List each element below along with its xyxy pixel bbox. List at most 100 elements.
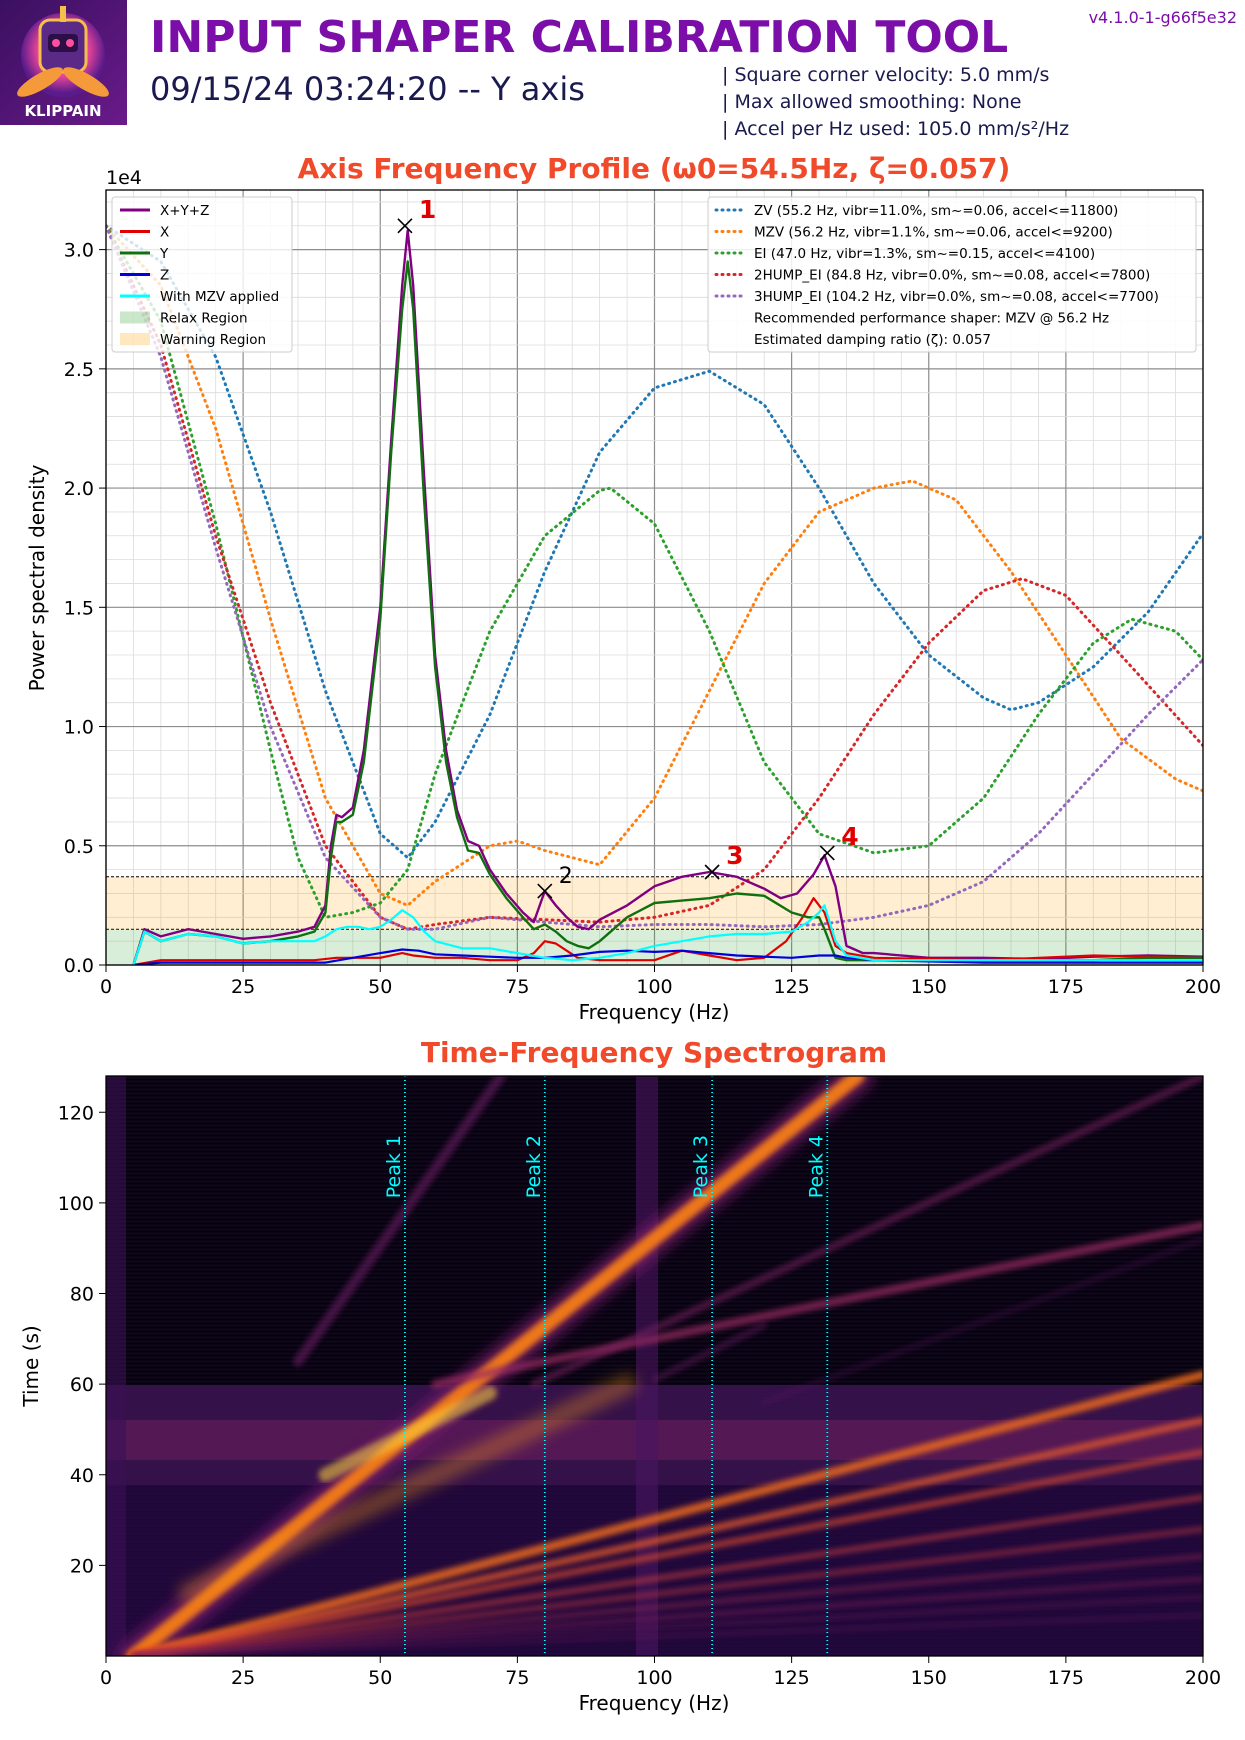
harmonic-upper-4 [651, 1322, 768, 1383]
legend-swatch [120, 311, 150, 324]
param-scv: | Square corner velocity: 5.0 mm/s [722, 64, 1050, 86]
shaper-curves [106, 224, 1203, 931]
peak-marker [397, 218, 413, 234]
harmonic-5 [130, 1494, 1203, 1656]
peak-marker [704, 864, 720, 880]
x-tick-label: 0 [100, 976, 112, 998]
y-tick-label: 3.0 [64, 240, 94, 262]
y-tick-label: 2.0 [64, 478, 94, 500]
x-tick-label: 50 [368, 976, 392, 998]
harmonic-10 [131, 1613, 1203, 1656]
x-tick-label: 100 [636, 976, 672, 998]
param-smoothing: | Max allowed smoothing: None [722, 91, 1022, 113]
peak-label: 1 [419, 195, 436, 224]
harmonic-7 [131, 1554, 1203, 1656]
profile-y-scale: 1e4 [106, 167, 142, 189]
legend-label: Z [160, 268, 169, 284]
spectrogram-axes: 0 25 50 75 100 125 150 175 200 20 40 60 80 100 120 [58, 1102, 1221, 1689]
x-tick-label: 50 [368, 1667, 392, 1689]
harmonic-hot [318, 1386, 497, 1482]
x-tick-label: 0 [100, 1667, 112, 1689]
legend-label: ZV (55.2 Hz, vibr=11.0%, sm~=0.06, accel… [754, 203, 1118, 219]
peak-line-label: Peak 1 [383, 1135, 405, 1198]
x-tick-label: 125 [773, 976, 809, 998]
harmonic-4 [130, 1449, 1203, 1656]
profile-ylabel: Power spectral density [25, 464, 49, 691]
harmonic-upper-2 [530, 1076, 1203, 1388]
x-tick-label: 175 [1048, 1667, 1084, 1689]
profile-axes: 0 25 50 75 100 125 150 175 200 0.0 0.5 1.0 1.5 2.0 2.5… [64, 240, 1221, 998]
y-tick-label: 40 [70, 1465, 94, 1487]
legend-left: X+Y+Z XYZ With MZV applied Relax Region Warn… [111, 196, 293, 353]
legend-label: 2HUMP_EI (84.8 Hz, vibr=0.0%, sm~=0.08, … [754, 268, 1150, 284]
y-tick-label: 1.5 [64, 597, 94, 619]
spectrogram-peak-lines: Peak 1 Peak 2 Peak 3 Peak 4 [383, 1076, 829, 1656]
param-accel-per-hz: | Accel per Hz used: 105.0 mm/s²/Hz [722, 118, 1070, 140]
shaper-curve [106, 224, 1203, 931]
x-tick-label: 200 [1185, 1667, 1221, 1689]
y-tick-label: 1.0 [64, 717, 94, 739]
shaper-curve [106, 224, 1203, 860]
x-tick-label: 150 [911, 1667, 947, 1689]
legend-label: X+Y+Z [160, 203, 209, 219]
y-tick-label: 0.5 [64, 836, 94, 858]
legend-box [707, 196, 1197, 353]
harmonic-haze [178, 1374, 638, 1603]
profile-title: Axis Frequency Profile (ω0=54.5Hz, ζ=0.0… [298, 152, 1011, 185]
klippain-logo: KLIPPAIN [0, 0, 127, 125]
harmonic-9 [131, 1595, 1203, 1656]
legend-label: EI (47.0 Hz, vibr=1.3%, sm~=0.15, accel<… [754, 246, 1095, 262]
harmonic-upper-1 [431, 1221, 1203, 1389]
legend-label: 3HUMP_EI (104.2 Hz, vibr=0.0%, sm~=0.08,… [754, 289, 1159, 305]
legend-note: Recommended performance shaper: MZV @ 56… [754, 311, 1109, 327]
peak-label: 2 [559, 864, 573, 889]
legend-swatch [120, 333, 150, 345]
x-tick-label: 175 [1048, 976, 1084, 998]
legend-note: Estimated damping ratio (ζ): 0.057 [754, 332, 991, 348]
peak-label: 4 [841, 822, 858, 851]
test-parameters: | Square corner velocity: 5.0 mm/s | Max… [722, 62, 1069, 143]
spectrogram-ylabel: Time (s) [19, 1325, 43, 1407]
x-tick-label: 75 [505, 1667, 529, 1689]
y-tick-label: 2.5 [64, 359, 94, 381]
y-tick-label: 0.0 [64, 955, 94, 977]
x-tick-label: 25 [231, 976, 255, 998]
harmonic-6 [130, 1526, 1203, 1656]
harmonic-upper-5 [761, 1236, 1203, 1405]
shaper-curve [106, 224, 1203, 931]
harmonic-upper-3 [292, 1076, 506, 1367]
x-tick-label: 150 [911, 976, 947, 998]
y-tick-label: 20 [70, 1555, 94, 1577]
x-tick-label: 100 [636, 1667, 672, 1689]
y-tick-label: 100 [58, 1193, 94, 1215]
page-title: INPUT SHAPER CALIBRATION TOOL [150, 12, 1009, 63]
y-tick-label: 80 [70, 1284, 94, 1306]
legend-label: Warning Region [160, 332, 266, 348]
legend-right: ZV (55.2 Hz, vibr=11.0%, sm~=0.06, accel… [707, 196, 1197, 353]
logo-text: KLIPPAIN [24, 102, 101, 120]
psd-curve [133, 948, 1203, 965]
peak-line-label: Peak 2 [523, 1135, 545, 1198]
peak-label: 3 [726, 841, 743, 870]
harmonic-3 [129, 1416, 1203, 1656]
x-tick-label: 75 [505, 976, 529, 998]
peak-marker [819, 845, 835, 861]
page-subtitle: 09/15/24 03:24:20 -- Y axis [150, 70, 585, 108]
profile-xlabel: Frequency (Hz) [579, 1000, 730, 1024]
psd-curve [132, 904, 1203, 965]
x-tick-label: 125 [773, 1667, 809, 1689]
peak-line-label: Peak 4 [805, 1135, 827, 1198]
legend-label: MZV (56.2 Hz, vibr=1.1%, sm~=0.06, accel… [754, 225, 1113, 241]
x-tick-label: 200 [1185, 976, 1221, 998]
legend-label: Y [159, 246, 169, 262]
shaper-curve [106, 224, 1203, 908]
y-tick-label: 120 [58, 1102, 94, 1124]
legend-label: Relax Region [160, 311, 248, 327]
psd-curve [132, 260, 1203, 965]
legend-label: X [160, 225, 169, 241]
spectrogram-title: Time-Frequency Spectrogram [421, 1036, 887, 1069]
peak-line-label: Peak 3 [690, 1135, 712, 1198]
harmonic-2 [128, 1370, 1203, 1656]
legend-box [111, 196, 293, 353]
